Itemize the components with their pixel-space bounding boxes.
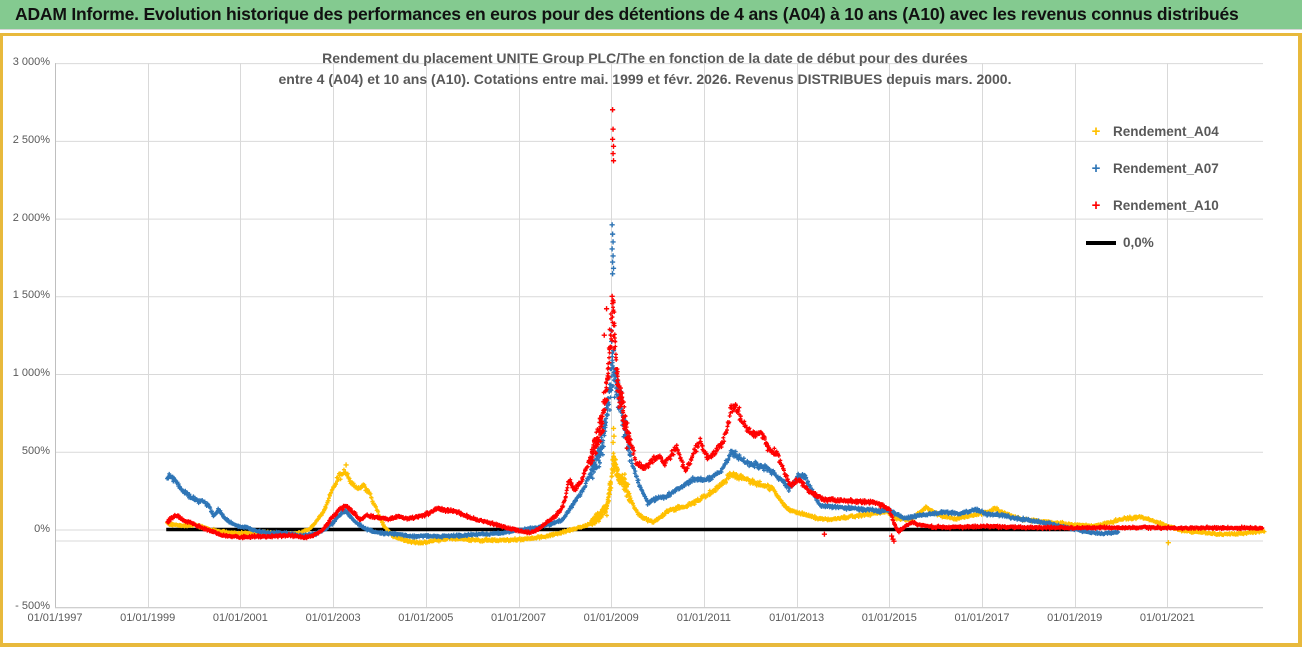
- x-axis-label: 01/01/2019: [1047, 612, 1103, 624]
- legend-label: Rendement_A04: [1113, 124, 1219, 139]
- legend-label: Rendement_A07: [1113, 161, 1219, 176]
- x-axis-label: 01/01/2003: [305, 612, 361, 624]
- plus-marker-icon: +: [1091, 123, 1101, 140]
- y-axis-label: 0%: [34, 522, 50, 535]
- legend-label: 0,0%: [1123, 235, 1154, 250]
- x-axis-label: 01/01/2013: [769, 612, 825, 624]
- zero-line-swatch: [1086, 240, 1116, 245]
- y-axis-label: 500%: [21, 444, 50, 457]
- x-axis-label: 01/01/2021: [1139, 612, 1195, 624]
- performance-scatter-plot-area[interactable]: [0, 29, 1302, 643]
- plus-marker-icon: +: [1091, 160, 1101, 177]
- x-axis-label: 01/01/2007: [490, 612, 547, 624]
- x-axis-label: 01/01/2015: [861, 612, 917, 624]
- y-axis-label: - 500%: [15, 600, 50, 613]
- x-axis-label: 01/01/2017: [954, 612, 1010, 624]
- y-axis-label: 1 000%: [12, 367, 50, 380]
- header-bar: ADAM Informe. Evolution historique des p…: [0, 0, 1302, 29]
- y-axis-label: 3 000%: [12, 56, 50, 69]
- chart-legend: + Rendement_A04 + Rendement_A07 + Rendement_A…: [1086, 113, 1219, 261]
- frame-bottom-border: [0, 643, 1302, 647]
- x-axis-label: 01/01/1997: [27, 612, 83, 624]
- x-axis-label: 01/01/2001: [212, 612, 268, 624]
- header-title: ADAM Informe. Evolution historique des p…: [15, 4, 1239, 24]
- legend-item-0-0-[interactable]: 0,0%: [1086, 224, 1219, 261]
- x-axis-label: 01/01/2005: [398, 612, 454, 624]
- y-axis-label: 1 500%: [12, 289, 50, 302]
- y-axis-label: 2 000%: [12, 211, 50, 224]
- legend-item-rendement-a10[interactable]: + Rendement_A10: [1086, 187, 1219, 224]
- x-axis-label: 01/01/2011: [676, 612, 732, 624]
- plus-marker-icon: +: [1091, 197, 1101, 214]
- x-axis-label: 01/01/1999: [120, 612, 176, 624]
- legend-item-rendement-a04[interactable]: + Rendement_A04: [1086, 113, 1219, 150]
- legend-label: Rendement_A10: [1113, 198, 1219, 213]
- legend-item-rendement-a07[interactable]: + Rendement_A07: [1086, 150, 1219, 187]
- x-axis-label: 01/01/2009: [583, 612, 639, 624]
- y-axis-label: 2 500%: [12, 133, 50, 146]
